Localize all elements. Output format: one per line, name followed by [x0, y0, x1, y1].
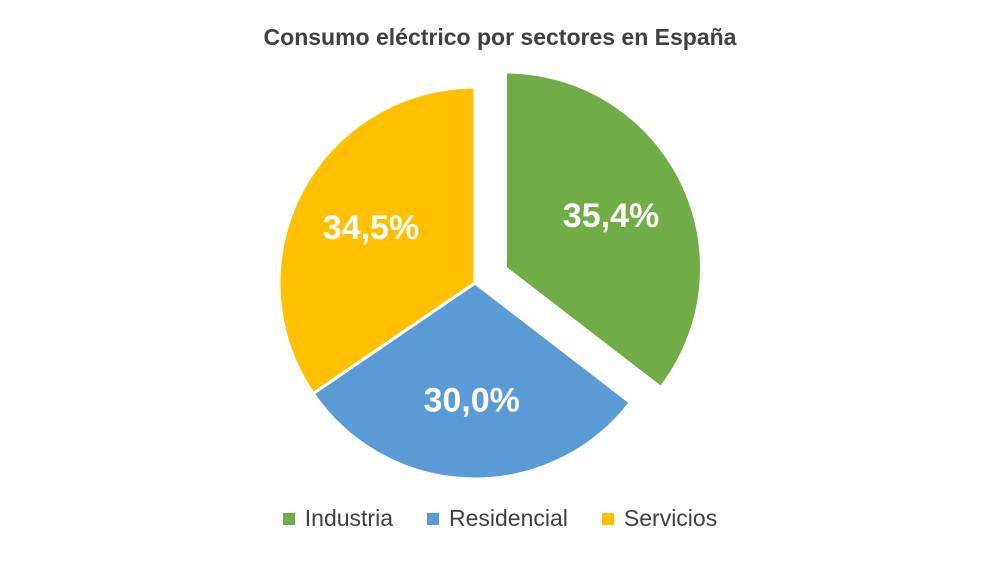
- legend-label: Servicios: [623, 505, 718, 531]
- slice-label-residencial: 30,0%: [423, 382, 519, 420]
- legend-item-servicios: Servicios: [601, 505, 718, 532]
- pie-slice-industria: [504, 70, 703, 389]
- chart-title: Consumo eléctrico por sectores en España: [263, 24, 737, 50]
- legend: Industria Residencial Servicios: [0, 505, 1000, 532]
- pie-slice-residencial: [311, 281, 632, 481]
- legend-swatch: [427, 512, 439, 525]
- legend-swatch: [282, 512, 295, 525]
- legend-label: Residencial: [449, 505, 568, 531]
- legend-label: Industria: [304, 505, 393, 531]
- slice-label-industria: 35,4%: [563, 197, 659, 235]
- pie-slice-servicios: [277, 85, 477, 396]
- legend-swatch: [601, 512, 614, 525]
- slice-label-servicios: 34,5%: [323, 209, 419, 247]
- legend-item-industria: Industria: [282, 505, 393, 532]
- legend-item-residencial: Residencial: [427, 505, 568, 532]
